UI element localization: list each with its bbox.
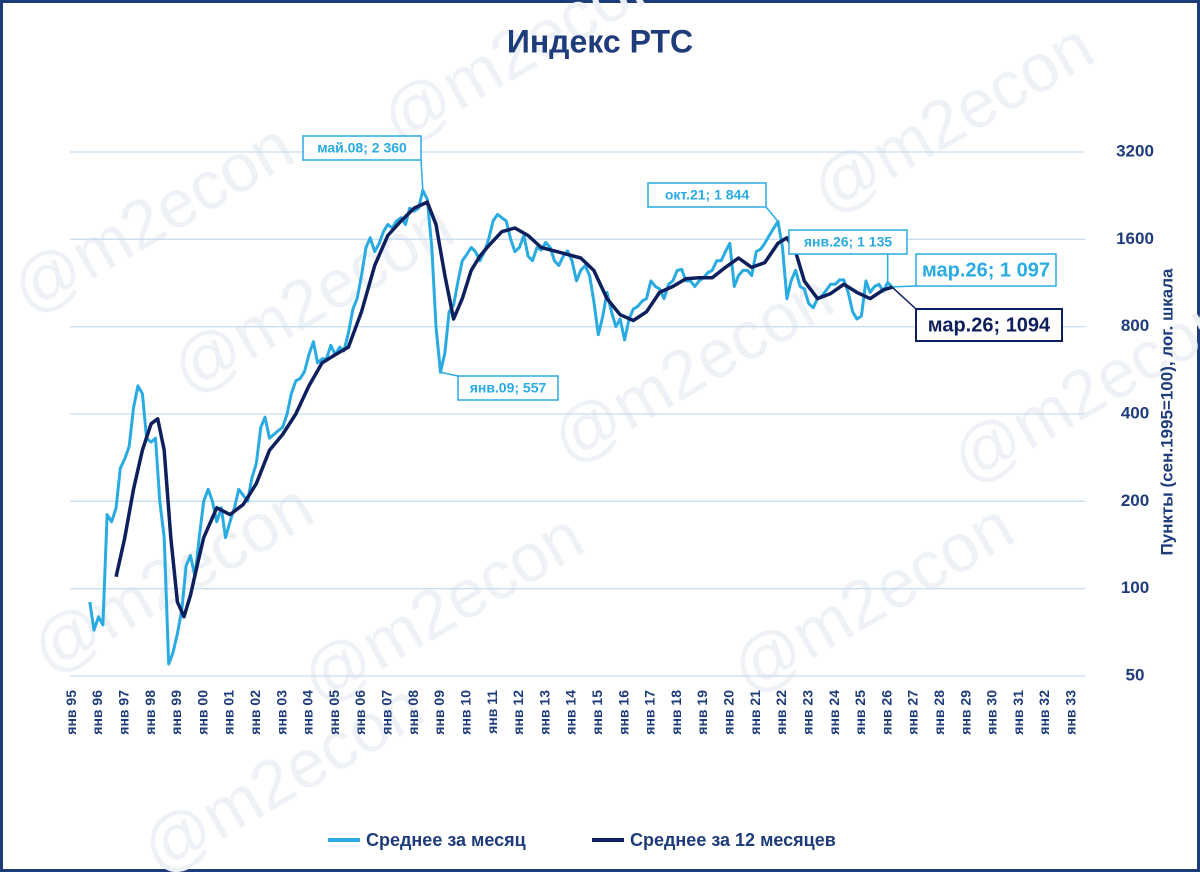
x-tick-label: янв 17 [642,690,658,735]
annotation-box [457,375,559,401]
x-tick-label: янв 96 [89,690,105,735]
y-axis-title: Пункты (сен.1995=100), лог. шкала [1157,268,1176,556]
legend-label: Среднее за месяц [366,830,526,850]
annotation-label: янв.09; 557 [470,380,547,396]
y-tick-label: 400 [1121,403,1149,422]
annotation: янв.26; 1 135 [788,229,908,283]
x-tick-label: янв 97 [115,690,131,735]
annotation: мар.26; 1 097 [892,253,1057,288]
x-tick-label: янв 23 [799,690,815,735]
y-tick-label: 100 [1121,578,1149,597]
x-tick-label: янв 27 [905,690,921,735]
annotation-pointer [440,371,459,377]
x-tick-label: янв 28 [931,690,947,735]
x-tick-label: янв 12 [510,690,526,735]
x-tick-label: янв 11 [484,690,500,734]
chart-title: Индекс РТС [507,23,693,59]
x-tick-label: янв 16 [615,690,631,735]
series-line [114,200,893,619]
x-tick-label: янв 20 [721,690,737,735]
annotation-box [788,229,908,255]
x-tick-label: янв 22 [773,690,789,735]
x-tick-label: янв 06 [352,690,368,735]
annotation: май.08; 2 360 [302,135,424,191]
series-line [88,188,894,666]
x-tick-label: янв 33 [1063,690,1079,735]
x-tick-label: янв 13 [536,690,552,735]
x-tick-label: янв 31 [1010,690,1026,735]
annotation-label: мар.26; 1094 [928,314,1051,336]
x-tick-label: янв 14 [563,690,579,735]
y-tick-label: 50 [1126,665,1145,684]
x-tick-label: янв 24 [826,690,842,735]
y-tick-label: 1600 [1116,229,1154,248]
annotation-box [915,253,1057,287]
x-tick-label: янв 26 [878,690,894,735]
annotation-pointer [420,159,424,191]
annotation-box [915,308,1063,342]
annotation-pointer [892,285,917,288]
y-tick-label: 200 [1121,491,1149,510]
x-tick-label: янв 03 [273,690,289,735]
x-tick-label: янв 02 [247,690,263,735]
x-tick-label: янв 07 [379,690,395,735]
x-tick-label: янв 08 [405,690,421,735]
x-tick-label: янв 32 [1036,690,1052,735]
x-tick-label: янв 15 [589,690,605,735]
x-tick-label: янв 21 [747,690,763,735]
x-tick-label: янв 00 [194,690,210,735]
annotation-pointer [765,206,779,222]
x-tick-label: янв 25 [852,690,868,735]
annotation: окт.21; 1 844 [647,182,779,222]
x-tick-label: янв 30 [984,690,1000,735]
y-tick-label: 3200 [1116,141,1154,160]
annotation-label: окт.21; 1 844 [665,187,749,203]
x-tick-label: янв 05 [326,690,342,735]
x-tick-label: янв 10 [457,690,473,735]
annotation: мар.26; 1094 [891,286,1063,342]
x-tick-label: янв 29 [957,690,973,735]
y-tick-label: 800 [1121,316,1149,335]
x-tick-label: янв 95 [63,690,79,735]
annotation-label: мар.26; 1 097 [922,259,1050,281]
annotation-pointer [891,286,917,310]
x-tick-label: янв 98 [142,690,158,735]
x-tick-label: янв 19 [694,690,710,735]
annotation: янв.09; 557 [440,371,559,401]
x-tick-label: янв 01 [221,690,237,735]
annotation-label: май.08; 2 360 [317,140,407,156]
annotation-box [647,182,767,208]
x-tick-label: янв 04 [300,690,316,735]
x-tick-label: янв 18 [668,690,684,735]
annotation-label: янв.26; 1 135 [804,234,892,250]
annotation-box [302,135,422,161]
legend-label: Среднее за 12 месяцев [630,830,836,850]
x-tick-label: янв 99 [168,690,184,735]
x-tick-label: янв 09 [431,690,447,735]
